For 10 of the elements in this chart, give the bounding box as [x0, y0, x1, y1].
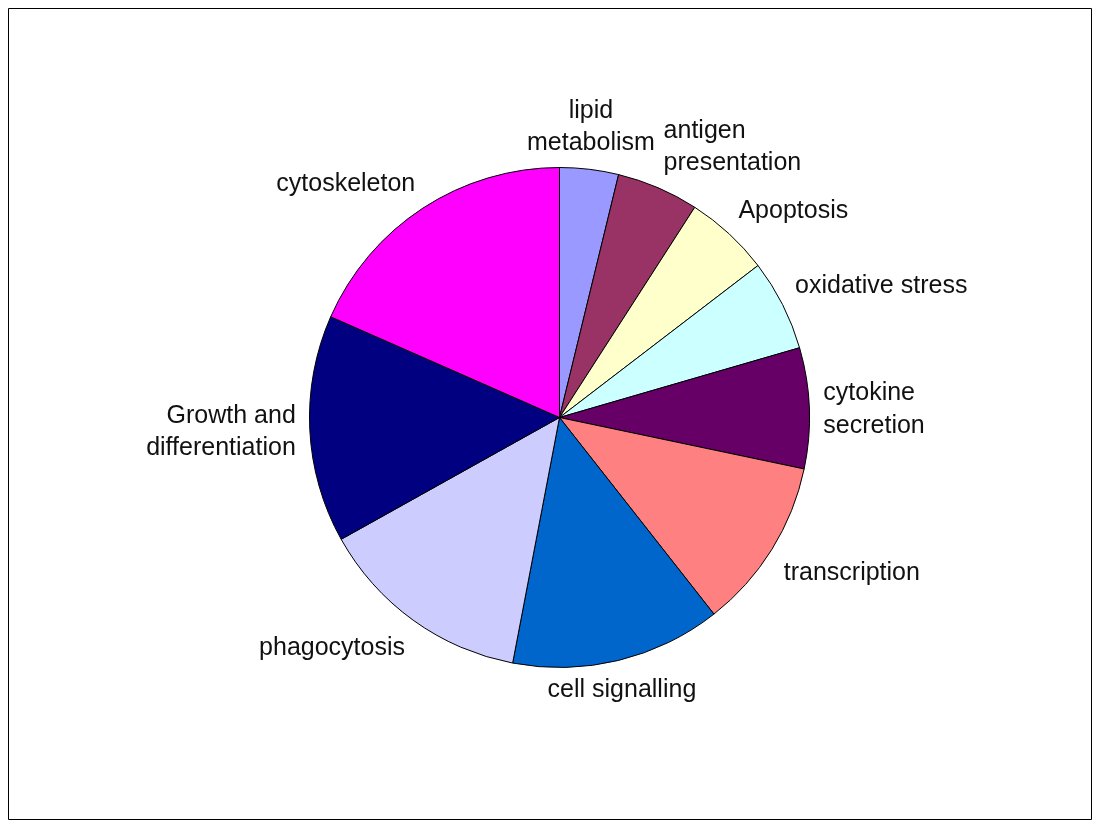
slice-label: Growth and differentiation: [146, 399, 296, 461]
slice-label: transcription: [783, 556, 920, 585]
slice-label: cytokine secretion: [823, 377, 925, 438]
slice-label: oxidative stress: [795, 270, 968, 299]
slice-label: cytoskeleton: [276, 168, 416, 197]
slice-label: antigen presentation: [663, 114, 802, 175]
slice-label: phagocytosis: [259, 631, 406, 660]
slice-label: lipid metabolism: [527, 95, 655, 156]
slice-label: Apoptosis: [738, 195, 849, 224]
slice-label: cell signalling: [547, 674, 697, 703]
